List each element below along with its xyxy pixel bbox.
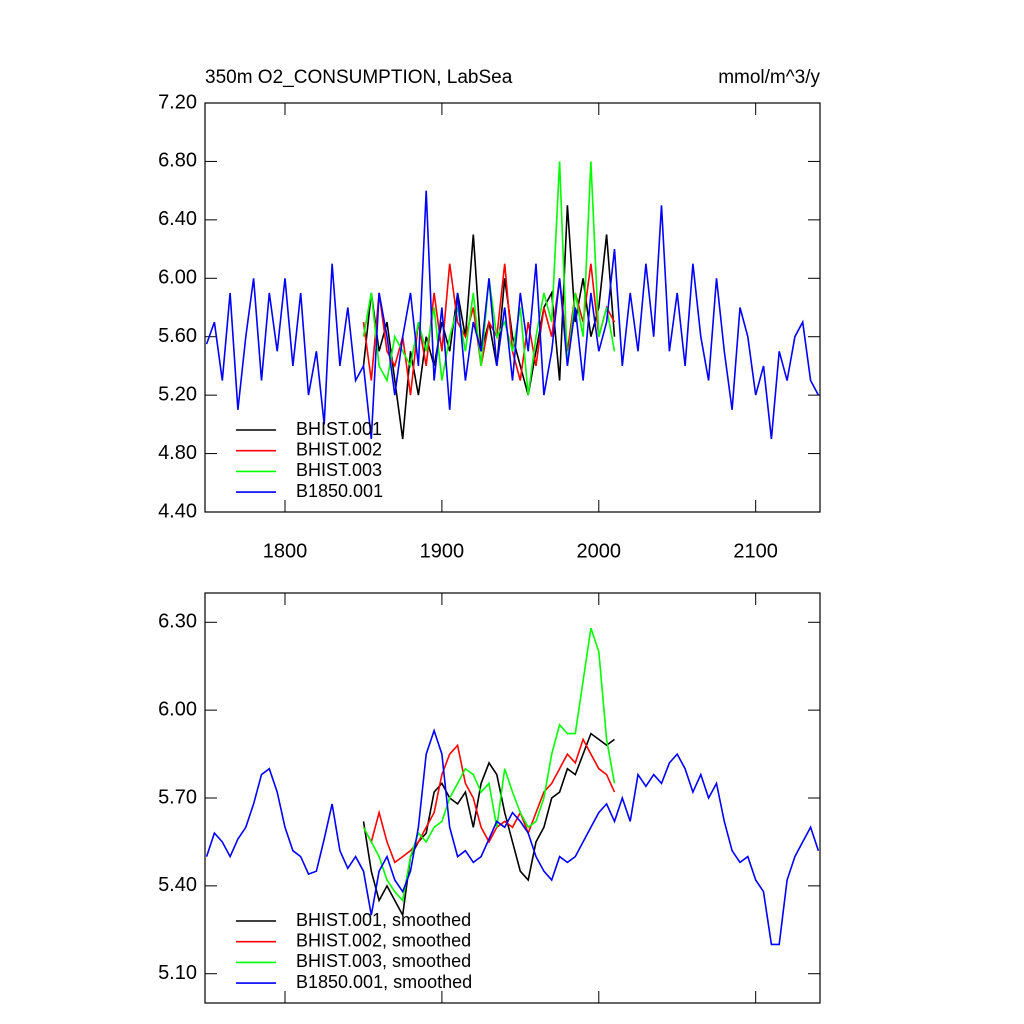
y-tick-label: 6.30	[158, 611, 197, 633]
legend-label: B1850.001, smoothed	[296, 972, 472, 992]
y-tick-label: 6.00	[158, 698, 197, 720]
series-line	[362, 732, 615, 918]
legend-label: BHIST.001	[296, 419, 382, 439]
x-tick-label: 2100	[733, 540, 778, 562]
x-tick-label: 2000	[577, 540, 622, 562]
y-tick-label: 7.20	[158, 91, 197, 113]
y-tick-label: 6.00	[158, 267, 197, 289]
units-label: mmol/m^3/y	[718, 67, 820, 88]
series-line	[205, 190, 820, 440]
y-tick-label: 5.70	[158, 786, 197, 808]
legend-label: BHIST.002	[296, 439, 382, 459]
series-line	[362, 737, 616, 864]
plot-frame	[204, 102, 821, 513]
y-tick-label: 6.40	[158, 208, 197, 230]
legend-label: BHIST.003, smoothed	[296, 951, 471, 971]
y-tick-label: 4.80	[158, 442, 197, 464]
legend-label: BHIST.002, smoothed	[296, 930, 471, 950]
x-tick-label: 1900	[420, 540, 465, 562]
y-tick-label: 5.20	[158, 383, 197, 405]
chart-title: 350m O2_CONSUMPTION, LabSea	[205, 67, 513, 88]
y-tick-label: 5.60	[158, 325, 197, 347]
x-tick-label: 1800	[263, 540, 308, 562]
legend-label: BHIST.003	[296, 460, 382, 480]
legend-label: BHIST.001, smoothed	[296, 910, 471, 930]
y-tick-label: 5.40	[158, 874, 197, 896]
y-tick-label: 6.80	[158, 150, 197, 172]
y-tick-label: 4.40	[158, 500, 197, 522]
y-tick-label: 5.10	[158, 962, 197, 984]
legend-label: B1850.001	[296, 481, 383, 501]
series-line	[205, 728, 820, 946]
